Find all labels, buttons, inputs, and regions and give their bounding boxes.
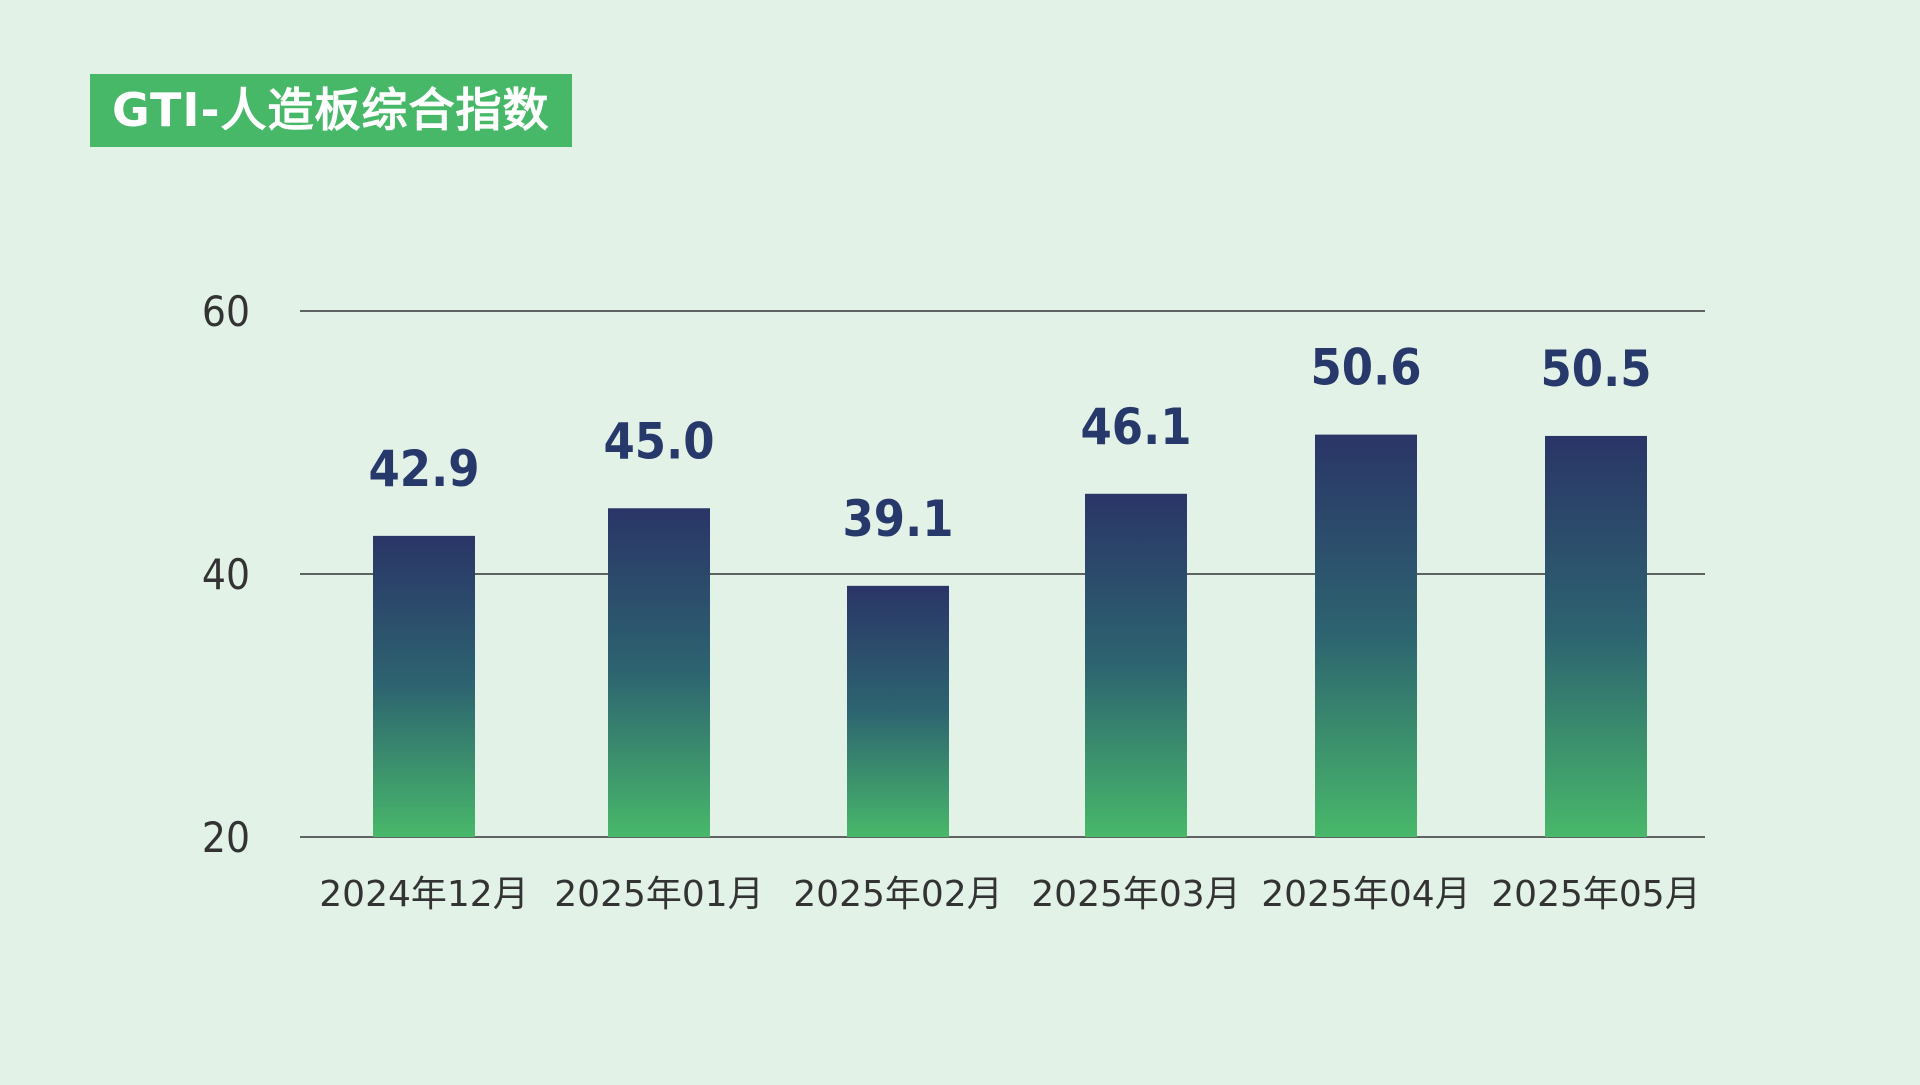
data-labels: 42.9 45.0 39.1 46.1 50.6 50.5 [369,339,1652,548]
bar [1085,493,1187,837]
data-label: 50.5 [1541,340,1652,398]
x-tick-label: 2024年12月 [319,874,528,915]
y-axis-ticks: 20 40 60 [202,287,250,862]
bars [373,434,1647,837]
x-axis-ticks: 2024年12月 2025年01月 2025年02月 2025年03月 2025年04月… [319,874,1700,915]
x-tick-label: 2025年04月 [1261,874,1470,915]
data-label: 42.9 [369,440,480,498]
bar [373,535,475,837]
x-tick-label: 2025年02月 [793,874,1002,915]
bar [1315,434,1417,837]
gridlines [300,310,1705,838]
data-label: 39.1 [843,490,954,548]
data-label: 50.6 [1311,339,1422,397]
bar [847,585,949,837]
chart-title: GTI-人造板综合指数 [90,74,572,147]
y-tick-label: 20 [202,813,250,862]
y-tick-label: 60 [202,287,250,336]
x-tick-label: 2025年01月 [554,874,763,915]
y-tick-label: 40 [202,550,250,599]
bar [608,508,710,837]
x-tick-label: 2025年03月 [1031,874,1240,915]
x-tick-label: 2025年05月 [1491,874,1700,915]
data-label: 45.0 [604,412,715,470]
bar [1545,435,1647,837]
data-label: 46.1 [1081,398,1192,456]
